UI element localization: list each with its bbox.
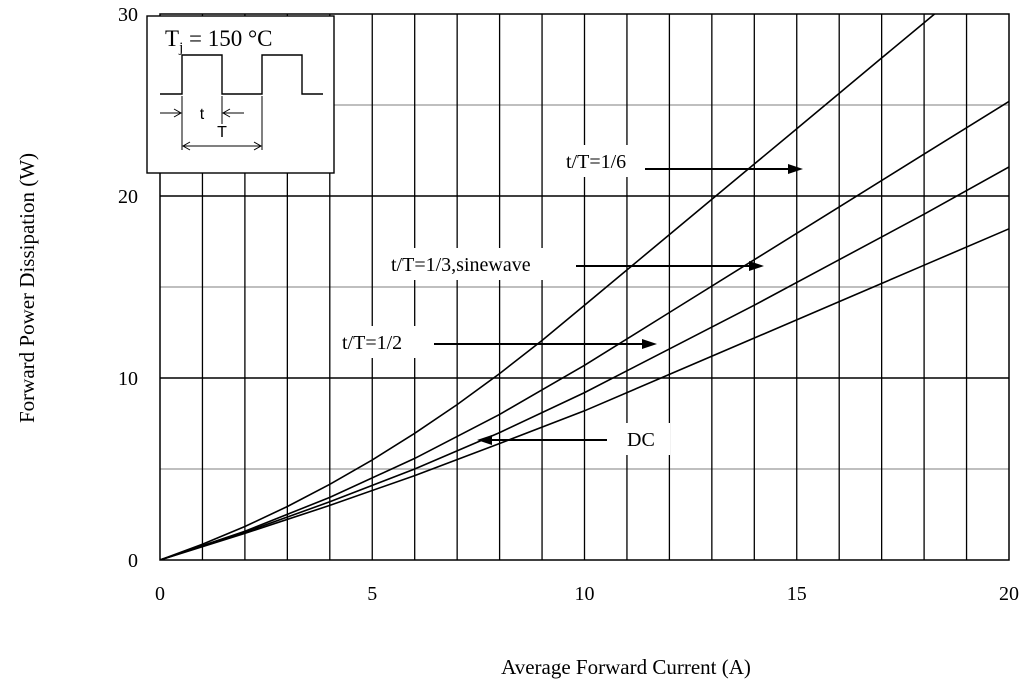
- tick-labels: 0 5 10 15 20 0 10 20 30: [118, 4, 1019, 605]
- series-line-0: [160, 14, 936, 560]
- x-tick-label: 0: [155, 583, 165, 605]
- arrowhead-sixth: [788, 164, 803, 174]
- annot-third: t/T=1/3,sinewave: [391, 254, 531, 276]
- annot-bg-dc: [618, 423, 670, 455]
- t-arrowhead-left: [173, 108, 183, 118]
- x-tick-label: 5: [367, 583, 377, 605]
- plot-frame: [159, 13, 1010, 561]
- annot-dc: DC: [627, 429, 655, 451]
- annotations: t/T=1/6 t/T=1/3,sinewave t/T=1/2 DC: [334, 145, 803, 455]
- x-tick-label: 10: [575, 583, 595, 605]
- x-axis-label: Average Forward Current (A): [501, 655, 751, 679]
- T-arrowhead-left: [181, 141, 191, 151]
- x-tick-label: 20: [999, 583, 1019, 605]
- y-axis-label: Forward Power Dissipation (W): [15, 153, 39, 423]
- arrowhead-dc: [477, 435, 492, 445]
- series-line-1: [160, 100, 1009, 560]
- t-arrowhead-right: [221, 108, 231, 118]
- y-tick-label: 20: [118, 186, 138, 208]
- arrowhead-half: [642, 339, 657, 349]
- annot-bg-half: [334, 326, 422, 358]
- pulse-waveform: [160, 54, 323, 95]
- y-tick-label: 10: [118, 368, 138, 390]
- arrowhead-third: [749, 261, 764, 271]
- annot-half: t/T=1/2: [342, 332, 402, 354]
- T-arrowhead-right: [253, 141, 263, 151]
- series-line-3: [160, 228, 1009, 560]
- annot-bg-third: [385, 248, 563, 280]
- waveform-inset: Tj = 150 °C t T: [146, 15, 335, 174]
- x-tick-label: 15: [787, 583, 807, 605]
- y-tick-label: 0: [128, 550, 138, 572]
- annot-bg-sixth: [556, 145, 644, 177]
- series-line-2: [160, 166, 1009, 560]
- inset-T-label: T: [217, 124, 227, 141]
- inset-t-label: t: [200, 106, 205, 123]
- y-tick-label: 30: [118, 4, 138, 26]
- annot-sixth: t/T=1/6: [566, 151, 626, 173]
- series-layer: [160, 14, 1009, 560]
